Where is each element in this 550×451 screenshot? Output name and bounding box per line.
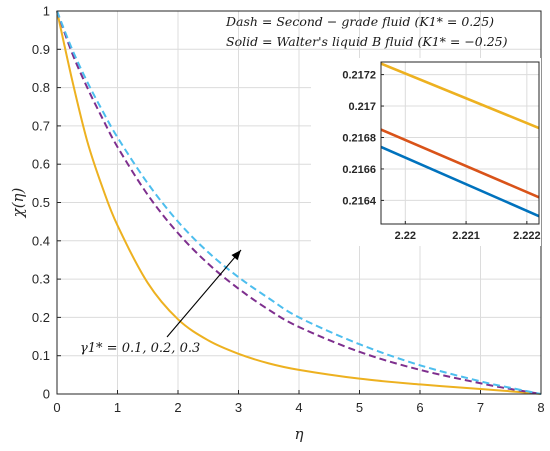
x-tick-label: 2 [174, 400, 181, 415]
inset-y-tick-label: 0.217 [348, 101, 376, 113]
y-tick-label: 0.6 [32, 157, 50, 172]
inset-x-tick-label: 2.221 [452, 230, 480, 242]
main-series-group [56, 10, 542, 395]
inset-y-tick-label: 0.2166 [342, 164, 376, 176]
y-tick-label: 0.1 [32, 348, 50, 363]
annotation-gamma: γ1* = 0.1, 0.2, 0.3 [80, 341, 200, 356]
y-tick-label: 0.7 [32, 118, 50, 133]
series-line-2 [56, 10, 542, 395]
x-tick-label: 3 [235, 400, 242, 415]
annotation-arrowhead [231, 250, 241, 261]
x-tick-label: 5 [356, 400, 363, 415]
inset-x-tick-label: 2.22 [395, 230, 416, 242]
annotation-arrow [166, 249, 242, 338]
legend-note-dash: Dash = Second − grade fluid (K1* = 0.25) [225, 14, 494, 29]
x-tick-label: 6 [416, 400, 423, 415]
inset-series-group [380, 62, 540, 218]
inset-series-line-2 [380, 128, 540, 199]
inset-y-tick-label: 0.2168 [342, 132, 376, 144]
y-tick-label: 0.5 [32, 195, 50, 210]
x-tick-label: 8 [537, 400, 544, 415]
y-axis-label: χ(η) [9, 187, 27, 218]
y-tick-label: 0.8 [32, 80, 50, 95]
series-line-1 [56, 10, 542, 395]
legend-note-solid: Solid = Walter's liquid B fluid (K1* = −… [226, 34, 508, 49]
x-tick-label: 4 [295, 400, 302, 415]
inset-series-line-3 [380, 145, 540, 218]
inset-tick-labels: 2.22 2.221 2.222 0.2164 0.2166 0.2168 0.217 0.2… [342, 70, 540, 242]
y-tick-label: 0.4 [32, 233, 50, 248]
y-tick-label: 0 [43, 387, 50, 402]
series-line-3 [56, 10, 542, 395]
x-tick-label: 7 [477, 400, 484, 415]
y-tick-label: 0.9 [32, 42, 50, 57]
x-axis-label: η [295, 425, 304, 443]
y-tick-label: 0.3 [32, 272, 50, 287]
main-tick-labels: 0 1 2 3 4 5 6 7 8 0 0.1 0.2 0.3 0.4 0.5 0.6 0.7 0.8 0.9 1 [32, 4, 545, 416]
y-tick-label: 1 [43, 4, 50, 19]
inset-x-tick-label: 2.222 [513, 230, 541, 242]
x-tick-label: 0 [53, 400, 60, 415]
y-tick-label: 0.2 [32, 310, 50, 325]
inset-zoom: 2.22 2.221 2.222 0.2164 0.2166 0.2168 0.217 0.2… [311, 58, 541, 246]
inset-background [311, 58, 541, 246]
inset-y-tick-label: 0.2172 [342, 70, 376, 82]
inset-frame [380, 61, 540, 225]
inset-series-line-1 [380, 62, 540, 130]
x-tick-label: 1 [114, 400, 121, 415]
inset-y-tick-label: 0.2164 [342, 195, 377, 207]
